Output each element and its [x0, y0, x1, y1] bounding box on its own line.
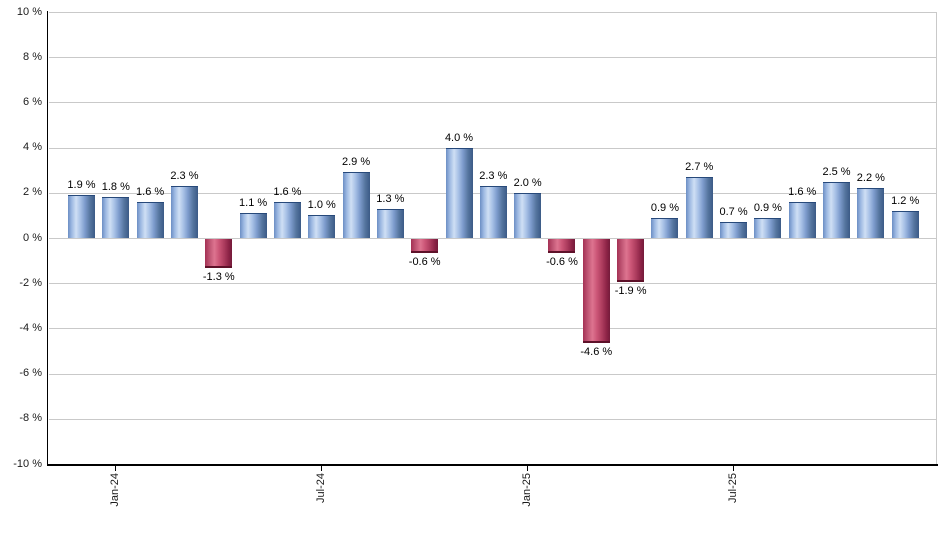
bar-positive[interactable]	[170, 186, 198, 238]
bar-positive[interactable]	[479, 186, 507, 238]
bar-value-label: 1.6 %	[136, 185, 165, 198]
x-axis-tick-label: Jul-24	[315, 473, 328, 503]
x-axis-tick-mark	[732, 464, 735, 471]
bar-value-label: -1.3 %	[202, 271, 235, 284]
bar-positive[interactable]	[754, 217, 782, 238]
y-axis-tick-label: 10 %	[16, 5, 42, 18]
bar-value-label: 0.7 %	[719, 206, 748, 219]
x-axis-tick-mark	[115, 464, 117, 471]
bar-positive[interactable]	[136, 201, 164, 238]
y-axis-tick-label: 2 %	[23, 186, 42, 199]
y-axis-line	[46, 11, 48, 466]
bar-value-label: 2.5 %	[822, 165, 851, 178]
gridline	[48, 373, 937, 375]
x-axis-tick-mark	[321, 464, 323, 471]
bar-value-label: 0.9 %	[753, 201, 782, 214]
bar-value-label: 2.3 %	[479, 170, 508, 183]
bar-positive[interactable]	[445, 147, 473, 238]
x-axis-tick-mark	[527, 464, 529, 471]
bar-value-label: -4.6 %	[580, 345, 613, 358]
bar-value-label: 0.9 %	[650, 201, 679, 214]
bar-positive[interactable]	[308, 215, 336, 238]
bar-positive[interactable]	[685, 176, 713, 238]
gridline	[48, 147, 937, 149]
gridline	[48, 12, 937, 13]
x-axis-tick-label: Jul-25	[727, 473, 740, 503]
gridline	[48, 328, 937, 330]
bar-value-label: -0.6 %	[546, 255, 578, 268]
x-axis-tick-label: Jan-25	[521, 473, 534, 507]
bar-value-label: -1.9 %	[614, 284, 647, 297]
bar-value-label: -0.6 %	[408, 255, 441, 268]
bar-value-label: 1.1 %	[239, 197, 268, 210]
bar-value-label: 1.3 %	[376, 192, 405, 205]
y-axis-tick-label: -2 %	[19, 276, 42, 289]
gridline	[48, 102, 937, 104]
bar-value-label: 1.9 %	[67, 179, 96, 192]
gridline	[48, 238, 937, 239]
bar-positive[interactable]	[342, 172, 370, 238]
gridline	[48, 418, 937, 420]
bar-value-label: 1.6 %	[273, 185, 302, 198]
y-axis-tick-label: -6 %	[19, 367, 42, 380]
bar-negative[interactable]	[582, 239, 610, 343]
y-axis-tick-label: 6 %	[23, 95, 42, 108]
bar-value-label: 2.2 %	[856, 172, 885, 185]
bar-negative[interactable]	[411, 239, 439, 253]
bar-positive[interactable]	[651, 217, 679, 238]
bar-value-label: 2.9 %	[341, 156, 371, 169]
plot-border-right	[936, 12, 937, 464]
bar-value-label: 2.7 %	[685, 160, 714, 173]
bar-negative[interactable]	[205, 239, 233, 269]
y-axis-tick-label: -10 %	[13, 457, 42, 470]
bar-positive[interactable]	[788, 201, 816, 238]
bar-positive[interactable]	[720, 222, 748, 238]
bar-value-label: 2.3 %	[170, 170, 199, 183]
bar-value-label: 1.8 %	[101, 181, 130, 194]
y-axis-tick-label: -4 %	[19, 321, 42, 334]
bar-positive[interactable]	[273, 201, 301, 238]
bar-positive[interactable]	[376, 208, 404, 238]
bar-value-label: 1.2 %	[891, 194, 920, 207]
bar-positive[interactable]	[823, 181, 851, 238]
bar-positive[interactable]	[891, 210, 919, 238]
bar-negative[interactable]	[548, 239, 576, 253]
bar-value-label: 2.0 %	[513, 176, 542, 189]
x-axis-tick-label: Jan-24	[109, 473, 122, 507]
gridline	[48, 283, 937, 285]
y-axis-tick-label: 0 %	[23, 231, 42, 244]
bar-value-label: 4.0 %	[444, 131, 474, 144]
x-axis-line	[46, 464, 938, 466]
y-axis-tick-label: 4 %	[23, 141, 42, 154]
gridline	[48, 57, 937, 59]
y-axis-tick-label: 8 %	[23, 50, 42, 63]
bar-positive[interactable]	[514, 192, 542, 238]
bar-value-label: 1.0 %	[307, 199, 336, 212]
y-axis-tick-label: -8 %	[19, 412, 42, 425]
bar-negative[interactable]	[617, 239, 645, 282]
bar-positive[interactable]	[68, 195, 95, 238]
bar-positive[interactable]	[857, 188, 885, 238]
bar-positive[interactable]	[239, 213, 267, 238]
bar-value-label: 1.6 %	[788, 185, 817, 198]
bar-positive[interactable]	[102, 197, 130, 238]
